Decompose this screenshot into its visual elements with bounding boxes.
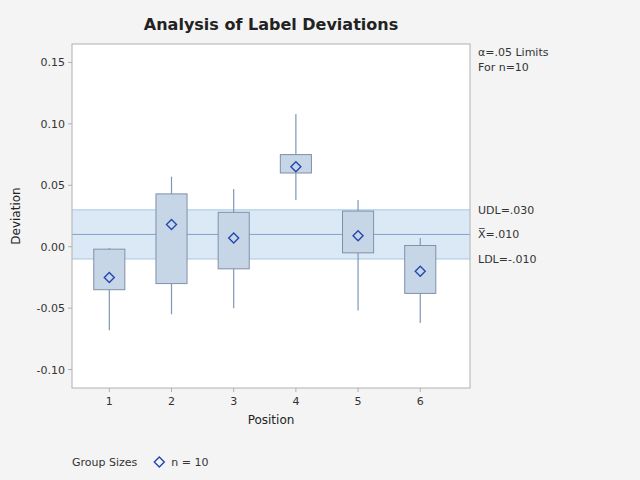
x-tick <box>420 388 421 392</box>
x-tick <box>171 388 172 392</box>
y-tick <box>68 246 72 247</box>
whisker-low <box>233 269 234 308</box>
mean-marker <box>229 233 239 243</box>
plot-marks <box>72 114 470 330</box>
y-tick-label: 0.10 <box>41 118 66 131</box>
mean-marker <box>291 162 301 172</box>
x-tick-label: 4 <box>292 395 299 408</box>
whisker-low <box>295 173 296 200</box>
plot-area <box>72 44 470 388</box>
x-tick-label: 3 <box>230 395 237 408</box>
x-tick <box>295 388 296 392</box>
legend-label: n = 10 <box>171 456 208 469</box>
x-tick <box>109 388 110 392</box>
y-tick <box>68 185 72 186</box>
whisker-low <box>171 284 172 315</box>
whisker-high <box>295 114 296 155</box>
y-tick-label: -0.10 <box>37 364 65 377</box>
y-tick <box>68 123 72 124</box>
whisker-high <box>357 200 358 211</box>
x-tick-label: 1 <box>106 395 113 408</box>
y-tick-label: -0.05 <box>37 302 65 315</box>
x-tick-label: 6 <box>417 395 424 408</box>
y-tick <box>68 369 72 370</box>
x-tick <box>358 388 359 392</box>
whisker-high <box>420 238 421 245</box>
y-tick-label: 0.00 <box>41 241 66 254</box>
legend-marker <box>154 457 164 467</box>
center-line <box>72 234 470 235</box>
box <box>218 212 249 269</box>
x-axis-label: Position <box>248 413 295 427</box>
y-axis-label: Deviation <box>9 187 23 244</box>
mean-marker <box>415 266 425 276</box>
y-tick-label: 0.05 <box>41 179 66 192</box>
title: Analysis of Label Deviations <box>144 15 398 34</box>
whisker-low <box>109 290 110 331</box>
annotation-line: α=.05 Limits <box>478 46 549 59</box>
x-tick-label: 5 <box>355 395 362 408</box>
mean-marker <box>353 231 363 241</box>
whisker-high <box>233 189 234 212</box>
reference-label: X̅=.010 <box>478 228 519 241</box>
box <box>405 245 436 293</box>
background <box>0 0 640 480</box>
y-tick-label: 0.15 <box>41 56 66 69</box>
whisker-low <box>357 253 358 311</box>
y-tick <box>68 62 72 63</box>
mean-marker <box>167 220 177 230</box>
legend-title: Group Sizes <box>72 456 138 469</box>
whisker-high <box>171 177 172 194</box>
box <box>94 249 125 290</box>
whisker-low <box>420 293 421 322</box>
box <box>343 211 374 253</box>
y-tick <box>68 308 72 309</box>
annotation: α=.05 Limits For n=10 <box>478 46 549 74</box>
x-tick-label: 2 <box>168 395 175 408</box>
decision-limit <box>72 209 470 210</box>
box <box>280 155 311 173</box>
reference-label: LDL=-.010 <box>478 253 536 266</box>
box <box>156 194 187 284</box>
plot-frame <box>72 44 470 388</box>
annotation-line: For n=10 <box>478 61 529 74</box>
x-tick <box>233 388 234 392</box>
mean-marker <box>104 272 114 282</box>
chart: -0.10 -0.05 0.00 0.05 0.10 0.15 1 2 3 4 5 6 Analysis… <box>0 0 640 480</box>
reference-label: UDL=.030 <box>478 204 534 217</box>
